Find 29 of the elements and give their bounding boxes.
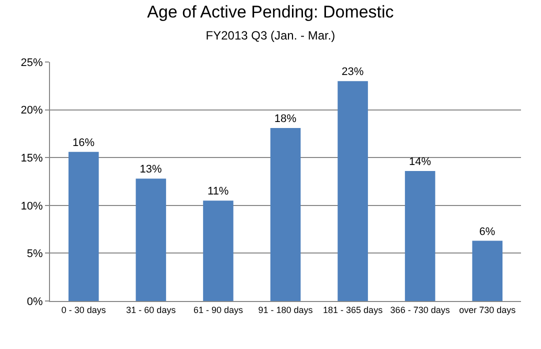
bar [68,152,99,301]
data-label: 11% [208,186,229,198]
bar [270,128,301,301]
chart-title: Age of Active Pending: Domestic [147,2,394,22]
x-tick-label: over 730 days [459,304,516,315]
bar [338,81,368,301]
x-tick-label: 91 - 180 days [258,304,314,315]
data-label: 16% [72,136,95,149]
y-tick-label: 25% [20,56,44,69]
x-tick-label: 181 - 365 days [323,304,384,315]
data-label: 13% [140,164,162,176]
bar [203,200,234,301]
chart-subtitle: FY2013 Q3 (Jan. - Mar.) [206,28,336,43]
x-tick-label: 0 - 30 days [61,304,106,315]
bar [136,178,166,301]
x-tick-label: 366 - 730 days [390,304,450,315]
data-label: 14% [408,156,432,168]
x-tick-label: 61 - 90 days [193,304,244,315]
y-tick-label: 5% [26,248,44,260]
y-tick-label: 20% [20,104,44,117]
data-label: 6% [479,226,496,238]
bar [472,240,502,301]
x-tick-label: 31 - 60 days [126,304,176,315]
y-tick-label: 0% [26,296,44,308]
y-tick-label: 15% [20,152,44,164]
y-tick-label: 10% [20,200,44,212]
bar [404,170,436,301]
data-label: 18% [274,112,297,125]
data-label: 23% [342,66,364,78]
